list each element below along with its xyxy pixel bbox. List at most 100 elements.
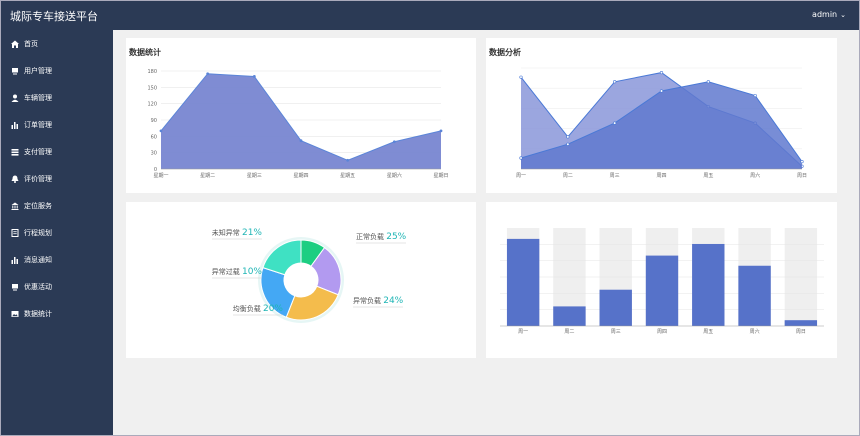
bar: [553, 306, 586, 326]
sidebar-item-route[interactable]: 行程规划: [0, 224, 113, 244]
pie-percent: 21%: [242, 228, 262, 238]
sidebar-item-promotions[interactable]: 优惠活动: [0, 278, 113, 298]
y-tick-label: 120: [147, 102, 157, 108]
x-tick-label: 星期三: [247, 173, 262, 179]
data-point: [346, 158, 350, 162]
user-menu[interactable]: admin ⌄: [812, 10, 846, 19]
x-tick-label: 周六: [750, 172, 760, 179]
x-tick-label: 周日: [796, 329, 806, 335]
sidebar-item-users[interactable]: 用户管理: [0, 62, 113, 82]
sidebar-item-orders[interactable]: 订单管理: [0, 116, 113, 136]
data-point: [519, 75, 523, 79]
pie-percent: 25%: [386, 232, 406, 242]
pie-label: 异常过载 10%: [212, 267, 263, 277]
bar: [738, 265, 771, 326]
y-tick-label: 90: [151, 118, 157, 124]
x-tick-label: 星期一: [153, 173, 168, 179]
home-icon: [11, 40, 19, 48]
pie-percent: 10%: [242, 267, 262, 277]
x-tick-label: 星期六: [387, 172, 402, 179]
monitor-icon: [11, 67, 19, 75]
x-tick-label: 星期日: [433, 173, 448, 179]
stats-area-chart: 0 30 60 90 120 150 180 星期一 星期二 星期三 星期四 星期五 星期六 星期日: [147, 69, 448, 179]
monitor-icon: [11, 283, 19, 291]
y-tick-label: 150: [147, 85, 157, 91]
stats-card: 数据统计 0 30 60 90 120 150 180 星期一 星期二 星期三 星期四 星期五 星期六 星…: [126, 38, 476, 193]
y-tick-label: 0: [154, 167, 157, 173]
x-tick-label: 周三: [611, 329, 621, 335]
sidebar-item-label: 优惠活动: [24, 283, 52, 291]
sidebar-item-notifications[interactable]: 消息通知: [0, 251, 113, 271]
data-point: [439, 129, 443, 133]
data-point: [566, 135, 570, 139]
data-point: [252, 75, 256, 78]
main-content: 数据统计 0 30 60 90 120 150 180 星期一 星期二 星期三 星期四 星期五 星期六 星…: [113, 30, 860, 436]
sidebar-item-label: 车辆管理: [24, 94, 52, 102]
data-point: [659, 89, 664, 93]
pie-label: 异常负载 24%: [353, 296, 404, 306]
sidebar-item-location[interactable]: 定位服务: [0, 197, 113, 217]
data-point: [566, 142, 570, 146]
data-point: [659, 70, 664, 75]
x-tick-label: 星期五: [340, 173, 355, 179]
x-tick-label: 周二: [563, 173, 573, 179]
data-point: [800, 160, 804, 164]
x-tick-label: 星期二: [200, 173, 215, 179]
pie-label: 正常负载 25%: [356, 232, 407, 242]
x-tick-label: 周四: [656, 173, 666, 179]
bar-chart-icon: [11, 121, 19, 129]
data-point: [392, 140, 396, 144]
data-point: [206, 72, 210, 76]
sidebar-item-label: 消息通知: [24, 256, 52, 264]
username: admin: [812, 10, 838, 19]
document-icon: [11, 229, 19, 237]
image-icon: [11, 310, 19, 318]
data-point: [519, 156, 523, 160]
data-point: [613, 80, 617, 84]
bar: [599, 289, 632, 326]
analysis-area-chart: 周一 周二 周三 周四 周五 周六 周日: [516, 67, 807, 179]
x-tick-label: 星期四: [293, 173, 308, 179]
data-point: [613, 121, 617, 125]
sidebar-item-label: 支付管理: [24, 148, 52, 156]
chevron-down-icon: ⌄: [840, 11, 846, 19]
table-icon: [11, 148, 19, 156]
sidebar-item-label: 定位服务: [24, 202, 52, 210]
sidebar-item-payments[interactable]: 支付管理: [0, 143, 113, 163]
data-point: [159, 129, 163, 133]
analysis-card: 数据分析 周一 周二 周三 周四 周五 周六 周日: [486, 38, 837, 193]
data-point: [299, 139, 303, 143]
pie-label: 均衡负载 20%: [233, 304, 284, 314]
sidebar-item-label: 订单管理: [24, 121, 52, 129]
bar: [692, 243, 725, 326]
x-tick-label: 周日: [797, 173, 807, 179]
x-tick-label: 周六: [750, 328, 760, 335]
sidebar-item-label: 用户管理: [24, 67, 52, 75]
bell-icon: [11, 175, 19, 183]
area-series: [521, 81, 802, 169]
sidebar-item-reviews[interactable]: 评价管理: [0, 170, 113, 190]
x-tick-label: 周三: [610, 173, 620, 179]
y-tick-label: 180: [147, 69, 157, 75]
card-title: 数据分析: [489, 48, 521, 57]
data-point: [706, 80, 710, 84]
sidebar-item-home[interactable]: 首页: [0, 35, 113, 55]
sidebar: 首页 用户管理 车辆管理 订单管理 支付管理 评价管理 定位服务 行程规划 消息…: [0, 30, 113, 436]
bank-icon: [11, 202, 19, 210]
card-title: 数据统计: [129, 48, 161, 57]
pie-percent: 20%: [263, 304, 283, 314]
x-tick-label: 周四: [657, 329, 667, 335]
sidebar-item-label: 数据统计: [24, 310, 52, 318]
sidebar-item-label: 首页: [24, 40, 38, 48]
y-tick-label: 30: [151, 151, 157, 157]
bar-chart-icon: [11, 256, 19, 264]
sidebar-item-statistics[interactable]: 数据统计: [0, 305, 113, 325]
load-donut-chart: 未知异常 21% 正常负载 25% 异常负载 24% 均衡负载 20% 异常过载 10%: [212, 228, 407, 323]
weekly-bar-card: 周一 周二 周三 周四 周五 周六 周日: [486, 202, 837, 358]
pie-percent: 24%: [383, 296, 403, 306]
x-tick-label: 周一: [518, 329, 528, 335]
load-pie-card: 未知异常 21% 正常负载 25% 异常负载 24% 均衡负载 20% 异常过载 10%: [126, 202, 476, 358]
sidebar-item-vehicles[interactable]: 车辆管理: [0, 89, 113, 109]
pie-label: 未知异常 21%: [212, 228, 263, 238]
x-tick-label: 周五: [703, 173, 713, 179]
